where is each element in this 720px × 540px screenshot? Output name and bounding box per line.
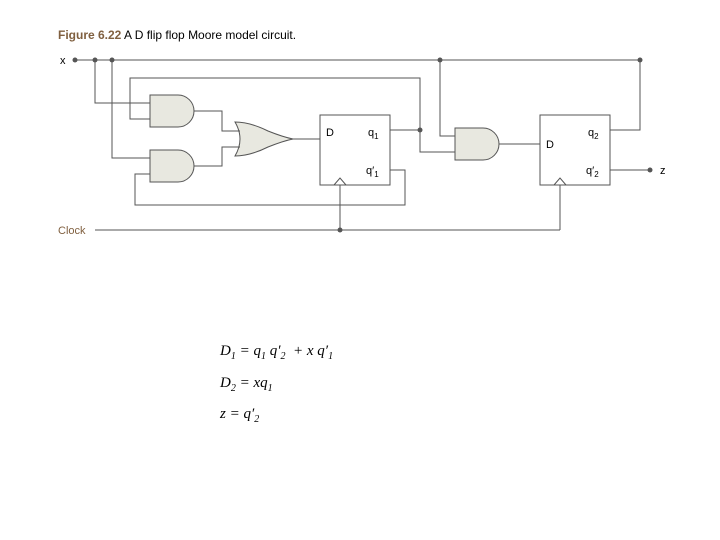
node3 — [438, 58, 443, 63]
node-clk1 — [338, 228, 343, 233]
z-label: z — [660, 165, 666, 177]
wire-and1-or — [194, 111, 240, 131]
wire-q1-and3 — [420, 130, 455, 152]
wire-x-and3 — [440, 60, 455, 136]
and-gate-2 — [150, 150, 194, 182]
circuit-diagram: x Clock z D q1 q′1 D q2 q′2 — [0, 0, 720, 300]
eq-d2: D2 = xq1 — [220, 368, 400, 400]
equations-box: D1 = q1 q′2 + x q′1 D2 = xq1 z = q′2 — [210, 330, 410, 437]
or-gate-1 — [235, 122, 293, 156]
node1 — [93, 58, 98, 63]
ff1-d-label: D — [326, 127, 334, 139]
node4 — [638, 58, 643, 63]
ff2-d-label: D — [546, 139, 554, 151]
and-gate-1 — [150, 95, 194, 127]
wire-x-and2 — [112, 60, 150, 158]
wire-and2-or — [194, 147, 240, 166]
eq-d1: D1 = q1 q′2 + x q′1 — [220, 336, 400, 368]
eq-z: z = q′2 — [220, 399, 400, 431]
wire-x-and1 — [95, 60, 150, 103]
node2 — [110, 58, 115, 63]
x-label: x — [60, 55, 66, 67]
and-gate-3 — [455, 128, 499, 160]
wire-q2-up — [610, 60, 640, 130]
clock-label: Clock — [58, 225, 86, 237]
flipflop-1 — [320, 115, 390, 185]
